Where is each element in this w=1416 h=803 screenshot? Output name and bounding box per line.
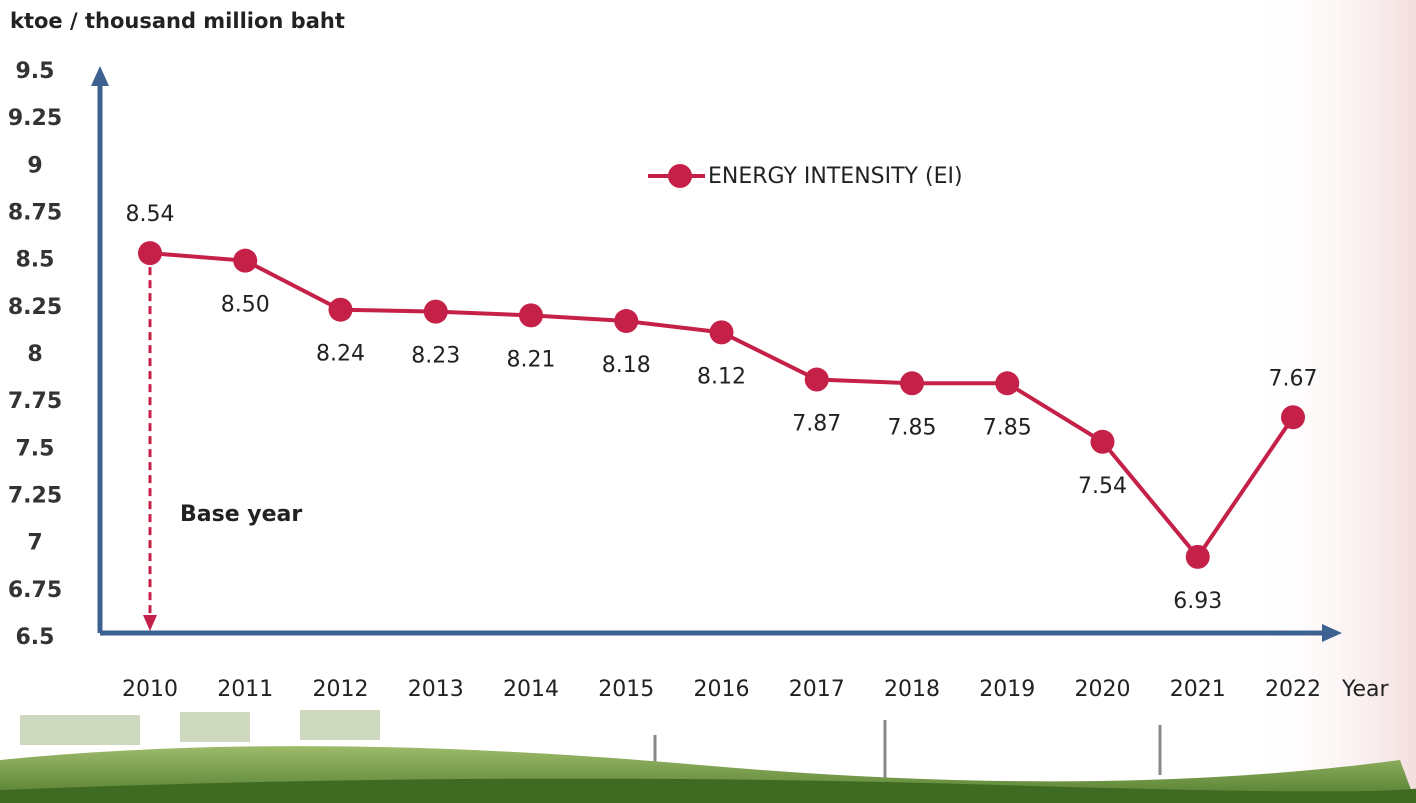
y-tick-label: 7	[27, 531, 42, 556]
data-point	[1185, 544, 1210, 569]
annotation: Base year	[180, 502, 302, 527]
legend-label: ENERGY INTENSITY (EI)	[708, 164, 963, 189]
data-label: 8.18	[602, 353, 651, 378]
x-tick-label: 2013	[408, 677, 464, 702]
x-tick-label: 2011	[217, 677, 273, 702]
x-tick-label: 2015	[598, 677, 654, 702]
background-glow	[1250, 0, 1416, 803]
data-point	[995, 371, 1020, 396]
y-tick-label: 8.5	[16, 248, 55, 273]
y-tick-label: 6.5	[16, 625, 55, 650]
x-tick-label: 2018	[884, 677, 940, 702]
y-axis-arrow	[91, 66, 109, 86]
data-point	[804, 367, 829, 392]
data-label: 8.54	[126, 202, 175, 227]
y-tick-label: 8.75	[8, 201, 62, 226]
y-axis-label: ktoe / thousand million baht	[10, 9, 345, 33]
y-tick-label: 7.25	[8, 484, 62, 509]
x-tick-label: 2014	[503, 677, 559, 702]
data-point	[1090, 429, 1115, 454]
data-point	[614, 309, 639, 334]
x-tick-label: 2020	[1075, 677, 1131, 702]
data-label: 7.54	[1078, 474, 1127, 499]
y-tick-label: 9	[27, 153, 42, 178]
data-point	[423, 299, 448, 324]
data-label: 8.21	[507, 347, 556, 372]
y-tick-label: 8.25	[8, 295, 62, 320]
data-point	[519, 303, 543, 328]
data-point	[709, 320, 734, 345]
x-tick-label: 2010	[122, 677, 178, 702]
x-tick-label: 2021	[1170, 677, 1226, 702]
data-point	[900, 371, 924, 396]
data-label: 7.67	[1269, 366, 1318, 391]
base-year-arrowhead	[143, 615, 157, 631]
data-label: 7.85	[888, 415, 937, 440]
x-axis-arrow	[1322, 624, 1342, 642]
legend-marker	[668, 164, 692, 188]
y-tick-label: 9.5	[16, 59, 55, 84]
y-tick-label: 7.5	[16, 436, 55, 461]
x-axis-label: Year	[1341, 677, 1390, 702]
series-line	[149, 251, 1295, 561]
y-tick-label: 9.25	[8, 106, 62, 131]
x-tick-label: 2017	[789, 677, 845, 702]
y-tick-label: 6.75	[8, 578, 62, 603]
x-tick-label: 2016	[694, 677, 750, 702]
landscape	[0, 710, 1416, 803]
data-point	[1281, 405, 1305, 430]
y-tick-label: 7.75	[8, 389, 62, 414]
y-tick-label: 8	[27, 342, 42, 367]
data-label: 8.23	[411, 344, 460, 369]
data-point	[233, 248, 258, 273]
data-label: 8.50	[221, 293, 270, 318]
data-label: 8.12	[697, 364, 746, 389]
data-label: 7.87	[792, 412, 841, 437]
data-label: 7.85	[983, 415, 1032, 440]
data-point	[138, 241, 162, 266]
data-label: 8.24	[316, 342, 365, 367]
x-tick-label: 2019	[979, 677, 1035, 702]
x-tick-label: 2022	[1265, 677, 1321, 702]
data-point	[328, 297, 353, 322]
x-tick-label: 2012	[313, 677, 369, 702]
data-label: 6.93	[1173, 589, 1222, 614]
